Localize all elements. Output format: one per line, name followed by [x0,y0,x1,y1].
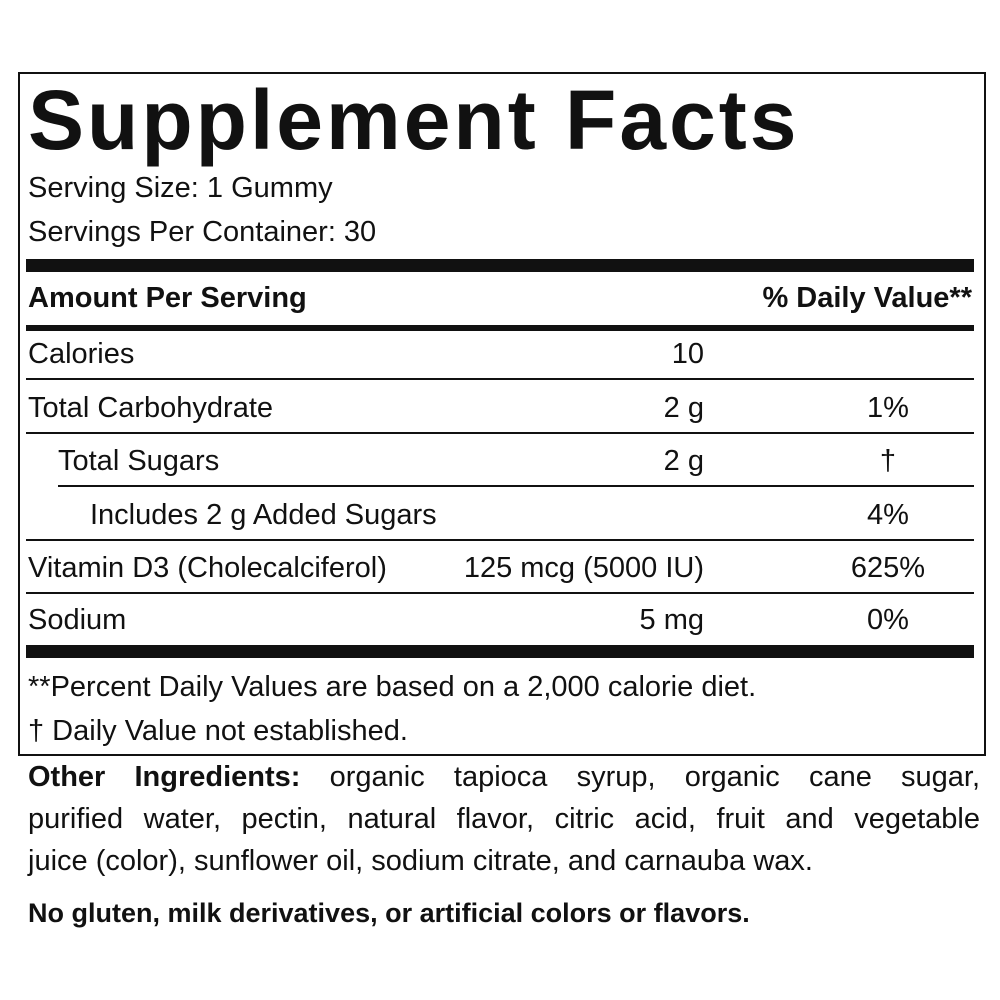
amount-header: Amount Per Serving [28,282,307,314]
nutrient-amount: 10 [671,338,704,370]
nutrient-name: Calories [28,338,135,370]
footnote: † Daily Value not established. [28,715,408,747]
footnote: **Percent Daily Values are based on a 2,… [28,671,757,703]
nutrient-row: Total Sugars 2 g † [28,444,974,478]
nutrient-name: Sodium [28,604,127,636]
nutrient-daily-value: 4% [867,499,909,531]
nutrient-name: Total Carbohydrate [28,392,274,424]
ingredients-line: juice (color), sunflower oil, sodium cit… [28,844,980,878]
serving-size: Serving Size: 1 Gummy [28,172,333,204]
nutrient-daily-value: 0% [867,604,909,636]
nutrient-name: Vitamin D3 (Cholecalciferol) [28,552,387,584]
nutrient-amount: 2 g [663,445,704,477]
row-rule [26,539,974,541]
row-rule [26,432,974,434]
ingredients-text: purified water, pectin, natural flavor, … [28,803,980,835]
facts-box [18,72,986,756]
thick-rule [26,259,974,272]
nutrient-name: Total Sugars [58,445,220,477]
nutrient-row: Sodium 5 mg 0% [28,603,974,637]
servings-per-container: Servings Per Container: 30 [28,216,377,248]
ingredients-text: juice (color), sunflower oil, sodium cit… [28,845,813,877]
title: Supplement Facts [28,73,800,167]
ingredients-line: purified water, pectin, natural flavor, … [28,802,980,836]
thick-rule [26,645,974,658]
medium-rule [26,325,974,331]
nutrient-daily-value: 625% [850,552,926,584]
nutrient-daily-value: 1% [867,392,909,424]
nutrient-name: Includes 2 g Added Sugars [90,499,437,531]
row-rule [26,378,974,380]
ingredients-line: Other Ingredients: organic tapioca syrup… [28,760,980,794]
nutrient-amount: 2 g [663,392,704,424]
row-rule [58,485,974,487]
row-rule [26,592,974,594]
daily-value-header: % Daily Value** [762,282,972,314]
ingredients-label: Other Ingredients: [28,761,301,793]
nutrient-amount: 125 mcg (5000 IU) [463,552,704,584]
nutrient-row: Vitamin D3 (Cholecalciferol) 125 mcg (500… [28,551,974,585]
ingredients-text: organic tapioca syrup, organic cane suga… [329,761,980,793]
nutrient-amount: 5 mg [639,604,704,636]
nutrient-row: Total Carbohydrate 2 g 1% [28,391,974,425]
nutrient-daily-value: † [879,445,897,477]
nutrient-row: Calories 10 [28,337,974,371]
statement: No gluten, milk derivatives, or artifici… [28,898,750,928]
nutrient-row: Includes 2 g Added Sugars 4% [28,498,974,532]
